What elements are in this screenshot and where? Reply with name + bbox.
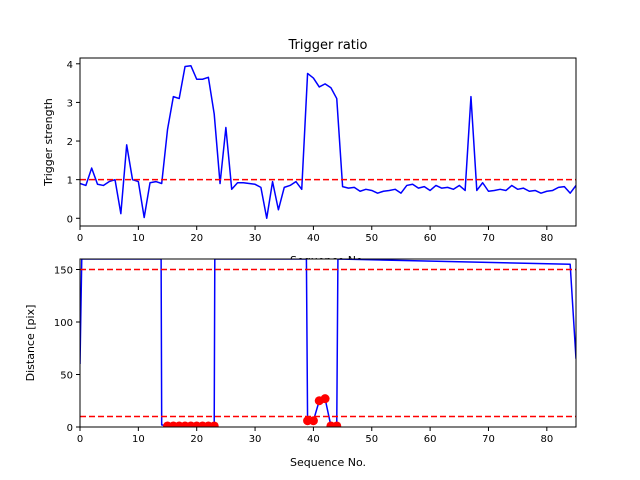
x-tick-label: 30 [249,434,262,445]
y-tick-label: 0 [67,214,73,225]
x-tick-label: 70 [482,434,495,445]
x-tick-label: 70 [482,233,495,244]
x-tick-label: 0 [77,434,83,445]
y-tick-label: 3 [67,98,73,109]
y-tick-label: 4 [67,60,73,71]
y-tick-label: 0 [67,423,73,434]
x-tick-label: 50 [365,434,378,445]
x-tick-label: 10 [132,434,145,445]
y-tick-label: 150 [54,266,73,277]
x-tick-label: 80 [540,434,553,445]
series-line [80,64,576,220]
y-tick-label: 2 [67,137,73,148]
y-axis-label: Trigger strength [42,98,55,187]
y-tick-label: 100 [54,318,73,329]
trigger-ratio-plot: 0 10 20 30 40 50 60 70 80 0 1 2 3 4 [67,60,576,244]
x-tick-label: 0 [77,233,83,244]
distance-plot: 0 10 20 30 40 50 60 70 80 0 50 100 150 [54,259,576,445]
plot-frame [79,57,577,227]
plot-area [80,259,576,427]
y-tick-label: 1 [67,176,73,187]
plot-frame [79,258,577,428]
x-axis-label: Sequence No. [290,456,366,469]
x-tick-label: 80 [540,233,553,244]
y-tick-label: 50 [60,371,73,382]
x-tick-label: 40 [307,434,320,445]
data-marker [332,421,342,427]
x-tick-label: 20 [190,434,203,445]
data-marker [209,421,219,427]
data-marker [320,394,330,404]
plot-area [80,64,576,220]
x-tick-label: 30 [249,233,262,244]
x-tick-label: 20 [190,233,203,244]
x-tick-label: 50 [365,233,378,244]
x-tick-label: 10 [132,233,145,244]
y-axis-label: Distance [pix] [24,305,37,382]
data-marker [308,416,318,426]
x-tick-label: 40 [307,233,320,244]
x-tick-label: 60 [424,434,437,445]
chart-title: Trigger ratio [288,38,368,53]
x-tick-label: 60 [424,233,437,244]
